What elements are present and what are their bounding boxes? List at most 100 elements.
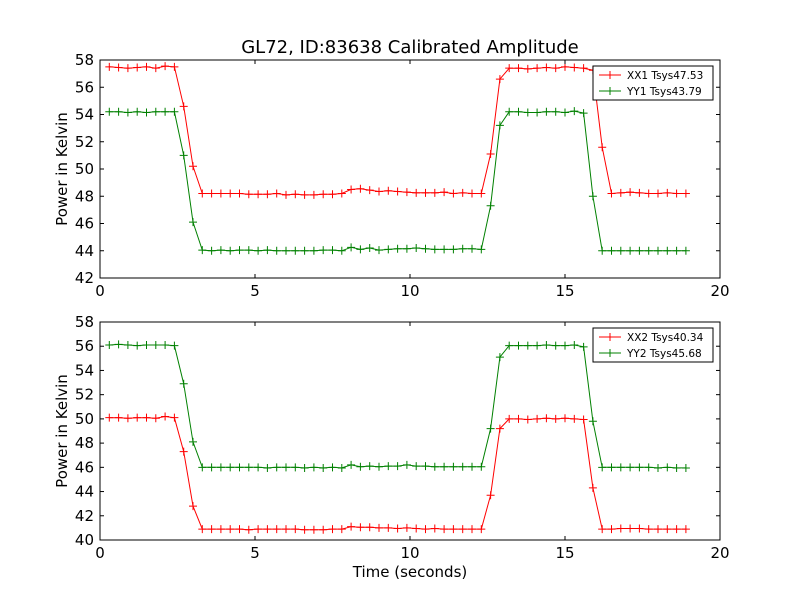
chart-0-series-0-point: [663, 188, 672, 197]
chart-0-series-1-point: [551, 107, 560, 116]
chart-1-series-1-point: [468, 462, 476, 471]
chart-0-series-0-point: [189, 162, 197, 171]
chart-1-series-1-point: [430, 462, 439, 471]
chart-1-x-tick-label: 10: [400, 544, 419, 562]
chart-1-series-1-point: [412, 462, 421, 471]
chart-0-series-1-point: [263, 246, 272, 255]
chart-0-series-1-point: [356, 245, 365, 254]
chart-1-series-1-point: [458, 462, 467, 471]
chart-1-series-1-point: [561, 341, 569, 350]
chart-1-series-1-point: [681, 463, 690, 472]
chart-0-frame: [99, 59, 721, 279]
chart-0-series-0-point: [654, 189, 662, 198]
chart-0-series-0-point: [421, 188, 430, 197]
chart-0-series-0-point: [477, 189, 486, 198]
chart-0-series-1-point: [189, 218, 197, 227]
chart-1-series-0-point: [216, 525, 225, 534]
chart-1-series-1-point: [654, 463, 662, 472]
chart-0-series-1-point: [123, 108, 132, 117]
chart-0-y-axis-label: Power in Kelvin: [53, 112, 71, 226]
chart-0-series-1-point: [644, 246, 653, 255]
chart-1-series-1-point: [291, 463, 300, 472]
chart-0-series-1-point: [254, 246, 263, 255]
chart-1-series-0-point: [551, 414, 560, 423]
chart-0-series-1-point: [542, 107, 551, 116]
chart-1-series-1-point: [393, 462, 402, 471]
bottom-axes: 0 5 10 15 20 40 42 44 46 48 50 52 54 56 58 Power in Kel…: [53, 313, 730, 562]
top-axes: 0 5 10 15 20 42 44 46 48 50 52 54 56 58 Power in Kelvi…: [53, 51, 730, 300]
chart-1-frame: [99, 321, 721, 541]
chart-1-series-0-point: [626, 524, 635, 533]
chart-1-y-tick-label: 42: [75, 507, 94, 525]
chart-1-series-0-point: [514, 414, 523, 423]
chart-0-series-0-point: [198, 189, 207, 198]
chart-0-series-0-point: [514, 64, 523, 73]
chart-0-series-1-point: [495, 121, 504, 130]
chart-1-series-0-point: [468, 525, 476, 534]
chart-0-y-tick-label: 50: [75, 160, 94, 178]
chart-0-series-0-point: [347, 185, 356, 194]
chart-1-y-tick-label: 48: [75, 434, 94, 452]
chart-1-series-1-point: [440, 462, 449, 471]
chart-0-series-0-point: [161, 62, 170, 71]
chart-0-series-1-point: [216, 246, 225, 255]
chart-0-series-1-point: [282, 246, 290, 255]
chart-0-series-0-point: [263, 190, 272, 199]
chart-0-series-0-point: [626, 188, 635, 197]
chart-1-series-1-point: [133, 341, 142, 350]
chart-1-series-0-point: [393, 524, 402, 533]
chart-0-series-1-point: [309, 246, 318, 255]
chart-1-series-0-point: [272, 525, 281, 534]
chart-1-series-1-point: [300, 463, 309, 472]
chart-0-series-1-point: [198, 246, 207, 255]
chart-1-y-tick-label: 46: [75, 458, 94, 476]
chart-0-series-1-point: [681, 246, 690, 255]
chart-1-series-1-point: [263, 463, 272, 472]
chart-1-series-0-point: [189, 502, 197, 511]
chart-1-series-0-point: [523, 415, 532, 424]
chart-0-series-1-point: [477, 245, 486, 254]
chart-1-series-1-point: [598, 463, 607, 472]
chart-0-series-1-point: [244, 246, 253, 255]
chart-1-series-0-point: [681, 525, 690, 534]
chart-1-legend: [592, 327, 714, 363]
chart-1-series-0-point: [430, 524, 439, 533]
chart-0-x-tick-label: 20: [710, 282, 729, 300]
chart-0-series-1-point: [579, 109, 588, 118]
chart-0-series-0-point: [523, 64, 532, 73]
chart-1-series-0-point: [356, 523, 365, 532]
chart-1-series-0-point: [337, 525, 346, 534]
chart-0-series-1-point: [663, 246, 672, 255]
chart-0-series-0-point: [319, 190, 328, 199]
chart-1-legend-label-0: XX2 Tsys40.34: [627, 332, 704, 344]
chart-1-series-1-point: [523, 341, 532, 350]
chart-0-x-tick-label: 15: [555, 282, 574, 300]
chart-1-series-0-point: [151, 414, 160, 423]
chart-0-series-0-point: [114, 63, 123, 72]
chart-0-series-1-point: [588, 192, 597, 201]
chart-1-series-1-point: [672, 463, 681, 472]
chart-0-series-0-point: [170, 62, 179, 71]
chart-1-y-axis-label: Power in Kelvin: [53, 374, 71, 488]
chart-0-y-tick-label: 56: [75, 78, 94, 96]
chart-1-series-1-point: [579, 342, 588, 351]
chart-1-series-1-point: [226, 463, 235, 472]
chart-0-series-0-point: [244, 190, 253, 199]
chart-1-series-0-point: [161, 412, 170, 421]
chart-1-series-0-point: [672, 525, 681, 534]
chart-0-y-tick-label: 58: [75, 51, 94, 69]
chart-1-series-1-point: [161, 341, 170, 350]
chart-1-series-0-point: [291, 525, 300, 534]
chart-1-series-0-point: [198, 525, 207, 534]
chart-0-series-1-point: [486, 201, 495, 210]
chart-1-series-0-point: [449, 525, 458, 534]
chart-0-series-0-point: [616, 188, 625, 197]
chart-1-x-tick-label: 20: [710, 544, 729, 562]
chart-0-series-1-point: [635, 246, 644, 255]
chart-0-series-0-point: [402, 188, 411, 197]
chart-1-series-1-point: [588, 417, 597, 426]
chart-1-y-tick-label: 40: [75, 531, 94, 549]
chart-0-series-1-point: [375, 246, 383, 255]
chart-0-series-0-point: [635, 188, 644, 197]
chart-1-series-0-point: [282, 525, 290, 534]
